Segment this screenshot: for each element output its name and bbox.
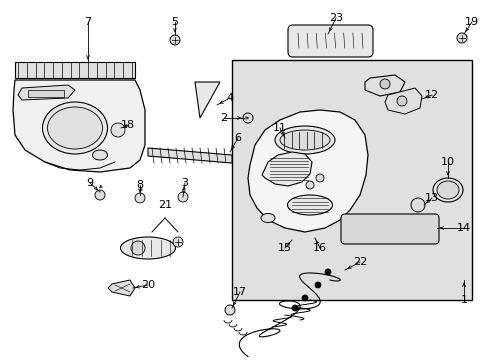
Text: 17: 17: [232, 287, 246, 297]
Text: 18: 18: [121, 120, 135, 130]
Polygon shape: [108, 280, 135, 296]
Text: 2: 2: [220, 113, 227, 123]
Polygon shape: [262, 152, 311, 186]
Text: 19: 19: [464, 17, 478, 27]
Circle shape: [315, 174, 324, 182]
Ellipse shape: [120, 237, 175, 259]
Circle shape: [302, 295, 307, 301]
Polygon shape: [18, 85, 75, 100]
Text: 1: 1: [460, 295, 467, 305]
Text: 9: 9: [86, 178, 93, 188]
Polygon shape: [195, 82, 220, 118]
Ellipse shape: [47, 107, 102, 149]
Ellipse shape: [92, 150, 107, 160]
Text: 23: 23: [328, 13, 343, 23]
Ellipse shape: [287, 195, 332, 215]
Circle shape: [243, 113, 252, 123]
FancyBboxPatch shape: [340, 214, 438, 244]
Text: 14: 14: [456, 223, 470, 233]
Bar: [15, 62, 135, 78]
Text: 6: 6: [234, 133, 241, 143]
Circle shape: [170, 35, 180, 45]
Ellipse shape: [436, 181, 458, 199]
Bar: [231, 60, 471, 300]
Circle shape: [379, 79, 389, 89]
Circle shape: [178, 192, 187, 202]
Circle shape: [456, 33, 466, 43]
Polygon shape: [384, 88, 421, 114]
Text: 3: 3: [181, 178, 188, 188]
Text: 22: 22: [352, 257, 366, 267]
Circle shape: [131, 241, 145, 255]
Circle shape: [396, 96, 406, 106]
Text: 13: 13: [424, 193, 438, 203]
Circle shape: [111, 123, 125, 137]
Circle shape: [314, 282, 320, 288]
Circle shape: [95, 190, 105, 200]
Circle shape: [173, 237, 183, 247]
Ellipse shape: [261, 213, 274, 222]
Text: 8: 8: [136, 180, 143, 190]
Text: 21: 21: [158, 200, 172, 210]
Ellipse shape: [432, 178, 462, 202]
Text: 11: 11: [272, 123, 286, 133]
Polygon shape: [13, 80, 145, 172]
Ellipse shape: [42, 102, 107, 154]
Polygon shape: [247, 110, 367, 232]
Circle shape: [305, 181, 313, 189]
Text: 15: 15: [278, 243, 291, 253]
Bar: [28, 90, 64, 97]
FancyBboxPatch shape: [287, 25, 372, 57]
Circle shape: [224, 305, 235, 315]
Polygon shape: [364, 75, 404, 96]
Ellipse shape: [280, 130, 329, 150]
Circle shape: [410, 198, 424, 212]
Text: 7: 7: [84, 17, 91, 27]
Text: 20: 20: [141, 280, 155, 290]
Circle shape: [135, 193, 145, 203]
Polygon shape: [148, 148, 231, 163]
Text: 4: 4: [226, 93, 233, 103]
Text: 10: 10: [440, 157, 454, 167]
Text: 5: 5: [171, 17, 178, 27]
Ellipse shape: [274, 126, 334, 154]
Text: 12: 12: [424, 90, 438, 100]
Circle shape: [325, 269, 330, 275]
Circle shape: [291, 305, 297, 311]
Text: 16: 16: [312, 243, 326, 253]
